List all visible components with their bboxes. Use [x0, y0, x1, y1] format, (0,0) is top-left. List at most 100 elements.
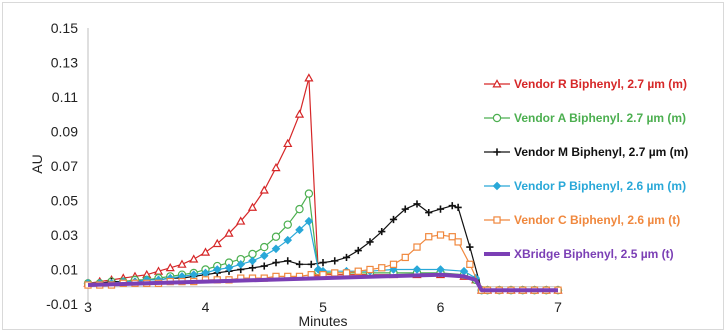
x-tick-label: 6	[437, 299, 445, 315]
x-tick-label: 7	[554, 299, 562, 315]
y-tick-label: 0.03	[51, 227, 78, 243]
y-tick-label: 0.05	[51, 193, 78, 209]
data-point	[284, 257, 292, 265]
legend-entry: Vendor C Biphenyl, 2.6 µm (t)	[484, 213, 680, 227]
data-point	[342, 269, 351, 277]
data-point	[366, 238, 374, 246]
data-point	[366, 265, 374, 274]
data-point	[236, 216, 246, 225]
data-point	[165, 262, 175, 272]
data-point	[260, 242, 269, 252]
legend-marker	[493, 216, 501, 224]
legend-marker	[492, 79, 502, 88]
data-point	[448, 202, 456, 210]
legend-entry: Vendor R Biphenyl, 2.7 µm (m)	[484, 77, 687, 91]
series-line	[87, 77, 558, 291]
data-point	[212, 265, 222, 274]
data-point	[436, 205, 445, 213]
data-point	[304, 216, 314, 226]
data-point	[378, 227, 386, 236]
y-tick-label: 0.13	[51, 55, 78, 71]
data-point	[177, 259, 187, 268]
data-point	[454, 238, 462, 246]
data-point	[200, 247, 211, 256]
data-point	[448, 233, 456, 241]
y-tick-label: 0.09	[51, 124, 78, 140]
data-point	[224, 263, 234, 273]
data-point	[354, 246, 362, 255]
data-point	[454, 203, 462, 211]
data-point	[259, 185, 269, 194]
data-point	[236, 260, 246, 269]
legend-entry: XBridge Biphenyl, 2.5 µm (t)	[484, 247, 674, 261]
data-point	[248, 256, 257, 266]
data-point	[271, 162, 281, 172]
data-point	[283, 220, 292, 229]
data-point	[401, 253, 409, 262]
data-point	[412, 265, 422, 274]
series-line	[87, 272, 558, 293]
y-tick-label: -0.01	[46, 296, 78, 312]
data-point	[425, 233, 433, 241]
data-point	[271, 232, 281, 241]
data-point	[271, 244, 281, 254]
x-tick-label: 3	[84, 299, 92, 315]
legend-label: Vendor A Biphenyl. 2.7 µm (m)	[514, 111, 686, 125]
data-point	[272, 259, 280, 267]
y-tick-label: 0.11	[52, 89, 78, 105]
data-point	[283, 235, 293, 245]
legend-entry: Vendor P Biphenyl, 2.6 µm (m)	[484, 179, 686, 193]
axes: 0.15 0.13 0.11 0.09 0.07 0.05 0.03 0.01 -0.01 3 4 5…	[46, 20, 562, 315]
data-point	[436, 231, 445, 239]
legend-label: Vendor M Biphenyl, 2.7 µm (m)	[514, 145, 688, 159]
data-point	[389, 260, 398, 268]
legend-entry: Vendor M Biphenyl, 2.7 µm (m)	[484, 145, 688, 159]
data-point	[247, 202, 258, 211]
data-point	[389, 215, 398, 224]
data-point	[283, 138, 293, 148]
series-xbridge-biphenyl-2-5-m-t	[87, 272, 558, 293]
data-point	[295, 225, 304, 235]
legend-label: Vendor C Biphenyl, 2.6 µm (t)	[514, 213, 680, 227]
legend-entry: Vendor A Biphenyl. 2.7 µm (m)	[484, 111, 686, 125]
data-point	[378, 264, 386, 272]
data-point	[331, 257, 339, 265]
data-point	[260, 262, 268, 270]
data-point	[248, 264, 257, 272]
data-point	[413, 243, 421, 251]
y-tick-label: 0.07	[51, 158, 78, 174]
legend: Vendor R Biphenyl, 2.7 µm (m) Vendor A Bi…	[484, 77, 688, 261]
x-tick-label: 5	[319, 299, 327, 315]
data-point	[401, 205, 409, 213]
data-point	[295, 204, 304, 214]
data-point	[189, 254, 199, 263]
legend-marker	[493, 148, 501, 156]
data-point	[466, 260, 474, 268]
data-point	[248, 249, 257, 259]
data-point	[295, 260, 304, 268]
data-point	[413, 200, 421, 208]
y-tick-label: 0.01	[51, 262, 78, 278]
data-point	[319, 259, 327, 267]
legend-label: XBridge Biphenyl, 2.5 µm (t)	[514, 247, 674, 261]
legend-marker	[492, 113, 502, 123]
data-point	[331, 269, 339, 277]
data-point	[294, 109, 305, 118]
legend-label: Vendor P Biphenyl, 2.6 µm (m)	[514, 179, 686, 193]
y-tick-label: 0.15	[51, 20, 78, 36]
legend-label: Vendor R Biphenyl, 2.7 µm (m)	[514, 77, 687, 91]
data-point	[466, 243, 474, 251]
data-point	[212, 238, 222, 248]
data-point	[224, 228, 234, 237]
data-point	[304, 73, 314, 82]
data-point	[259, 251, 269, 261]
data-point	[304, 189, 314, 198]
data-point	[307, 260, 315, 268]
x-tick-label: 4	[202, 299, 210, 315]
legend-marker	[492, 181, 502, 191]
data-point	[354, 267, 362, 275]
data-point	[425, 208, 433, 217]
series-layer	[83, 73, 563, 295]
x-axis-title: Minutes	[298, 313, 347, 329]
data-point	[342, 253, 351, 262]
